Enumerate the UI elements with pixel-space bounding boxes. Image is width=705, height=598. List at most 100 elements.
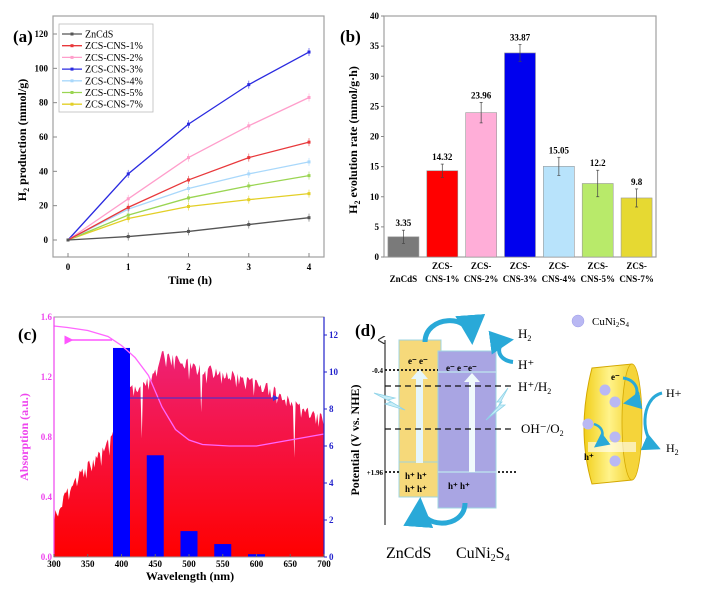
category-label: ZCS-: [549, 261, 570, 271]
bar-CNS-3%: [504, 52, 536, 258]
x-tick-label-c: 700: [317, 559, 331, 569]
data-point: [126, 197, 130, 201]
panel-label-c: (c): [18, 325, 37, 344]
legend-marker: [70, 102, 74, 106]
h-h2-label: H⁺/H2: [518, 379, 551, 396]
y-right-tick-label-c: 8: [329, 404, 334, 414]
zncds-electrons: e⁻ e⁻: [408, 356, 428, 366]
legend-label: ZCS-CNS-5%: [85, 88, 143, 99]
potential-bar-550: [214, 544, 232, 557]
potential-axis-label: Potential (V vs. NHE): [348, 384, 362, 495]
x-tick-label-c: 300: [47, 559, 61, 569]
zncds-holes-1: h⁺ h⁺: [405, 471, 427, 481]
data-point: [307, 96, 311, 100]
category-label: ZCS-: [432, 261, 453, 271]
data-label: 9.8: [631, 177, 643, 187]
x-tick-label-a: 2: [186, 262, 191, 272]
band-diagram-d: (d) Potential (V vs. NHE) -0.4 +1.96 e⁻ …: [348, 313, 682, 564]
y-tick-label-a: 80: [39, 98, 49, 108]
data-point: [187, 229, 190, 233]
y-tick-label-a: 100: [35, 63, 49, 73]
data-point: [247, 198, 251, 202]
rod-hplus-label: H+: [666, 386, 682, 400]
hole-transfer-arrow: [403, 497, 468, 528]
cuni2s4-holes: h⁺ h⁺: [448, 481, 470, 491]
data-point: [247, 83, 251, 87]
legend-marker: [70, 55, 74, 59]
rod-electron-label: e⁻: [611, 372, 620, 382]
rod-electron-arrow: [622, 376, 643, 410]
bar-CNS-1%: [426, 170, 459, 258]
panel-label-d: (d): [355, 321, 376, 340]
category-label: CNS-7%: [619, 274, 654, 284]
y-right-tick-label-c: 4: [329, 478, 334, 488]
x-tick-label-a: 1: [126, 262, 131, 272]
y-tick-label-a: 0: [44, 235, 49, 245]
legend-label: ZCS-CNS-2%: [85, 53, 143, 64]
data-point: [247, 156, 251, 160]
y-tick-label-b: 25: [370, 101, 380, 111]
rod-hole-label: h⁺: [584, 452, 594, 462]
h2-evolution-arrow: [488, 330, 514, 364]
y-right-tick-label-c: 2: [329, 515, 334, 525]
material-label-zncds: ZnCdS: [386, 545, 431, 562]
chart-c: (c) 300 350 400 450 500 550 600 650 700 0.0 0.4 0.8…: [17, 312, 339, 583]
x-tick-label-c: 650: [284, 559, 298, 569]
y-left-tick-label-c: 1.2: [41, 372, 53, 382]
electron-transfer-arrow: [422, 313, 486, 345]
category-label: CNS-3%: [503, 274, 538, 284]
data-point: [187, 196, 190, 200]
potential-bar-500: [180, 531, 198, 557]
y-left-tick-label-c: 0.4: [41, 492, 53, 502]
cuni2s4-particle: [609, 455, 621, 467]
data-point: [307, 216, 311, 220]
y-tick-label-a: 20: [39, 201, 49, 211]
absorption-curve: [53, 325, 325, 447]
data-point: [247, 184, 251, 188]
data-label: 23.96: [471, 90, 492, 100]
zncds-valence-band: [398, 461, 442, 498]
chart-b: (b) 0 5 10 15 20 25 30 35 40 3.35 ZnCdS 14.32 ZCS- C…: [340, 11, 657, 284]
category-label: CNS-1%: [425, 274, 460, 284]
y-tick-label-a: 120: [35, 29, 49, 39]
y-tick-label-a: 40: [39, 166, 49, 176]
y-tick-label-b: 0: [375, 252, 380, 262]
data-point: [247, 172, 251, 176]
lightning-icon: [373, 392, 406, 411]
h2-label: H2: [518, 326, 531, 343]
x-tick-label-c: 350: [81, 559, 95, 569]
data-point: [126, 235, 130, 239]
legend-marker: [70, 79, 74, 83]
data-point: [187, 178, 190, 182]
category-label: CNS-5%: [580, 274, 615, 284]
y-left-tick-label-c: 0.0: [41, 552, 53, 562]
bar-CNS-7%: [620, 197, 653, 258]
y-left-tick-label-c: 0.8: [41, 432, 53, 442]
hplus-label: H⁺: [518, 357, 534, 372]
chart-a-y-label: H2 production (mmol/g): [15, 79, 31, 201]
chart-b-y-label: H2 evolution rate (mmol/g·h): [346, 66, 362, 214]
cuni2s4-excitation-arrow: [469, 382, 475, 472]
x-tick-label-c: 400: [115, 559, 129, 569]
data-point: [307, 192, 311, 196]
legend-label: ZCS-CNS-7%: [85, 100, 143, 111]
y-right-tick-label-c: 6: [329, 441, 334, 451]
category-label: ZCS-: [626, 261, 647, 271]
y-tick-label-b: 35: [370, 41, 380, 51]
legend-label: ZCS-CNS-3%: [85, 65, 143, 76]
y-tick-label-b: 15: [370, 162, 380, 172]
x-tick-label-c: 550: [216, 559, 230, 569]
x-tick-label-c: 500: [182, 559, 196, 569]
category-label: CNS-4%: [542, 274, 577, 284]
data-point: [126, 213, 130, 217]
potential-bar-450: [146, 455, 164, 557]
potential-bar-400: [113, 347, 130, 557]
cb-level-value: -0.4: [372, 367, 384, 375]
bar-CNS-4%: [543, 166, 575, 258]
category-label: ZCS-: [510, 261, 531, 271]
y-tick-label-b: 5: [375, 222, 380, 232]
data-point: [247, 223, 251, 227]
y-tick-label-b: 20: [370, 132, 380, 142]
legend-marker: [70, 44, 74, 48]
